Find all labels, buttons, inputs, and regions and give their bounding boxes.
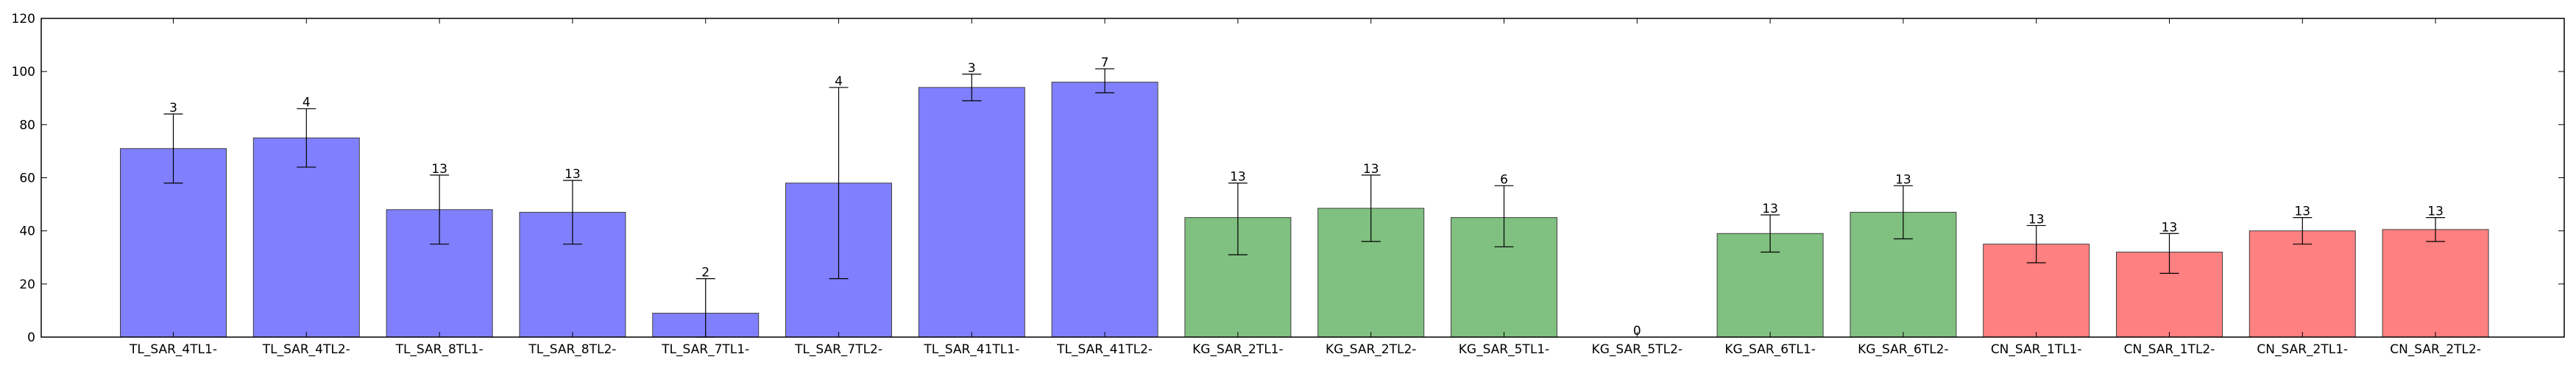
- x-tick-label-CN_SAR_1TL2-: CN_SAR_1TL2-: [2124, 342, 2215, 357]
- x-tick-label-TL_SAR_4TL1-: TL_SAR_4TL1-: [129, 342, 217, 357]
- x-axis: TL_SAR_4TL1- TL_SAR_4TL2- TL_SAR_8TL1- TL_S…: [129, 18, 2481, 357]
- bar-TL_SAR_41TL2-: [1051, 82, 1158, 338]
- x-tick-label-KG_SAR_6TL2-: KG_SAR_6TL2-: [1858, 342, 1949, 357]
- x-tick-label-TL_SAR_41TL2-: TL_SAR_41TL2-: [1056, 342, 1153, 357]
- y-tick-label-40: 40: [19, 224, 35, 239]
- data-label-TL_SAR_41TL1-: 3: [968, 61, 976, 76]
- y-tick-label-20: 20: [19, 277, 35, 292]
- error-bar-TL_SAR_41TL2-: [1095, 68, 1115, 93]
- y-tick-label-60: 60: [19, 171, 35, 186]
- x-tick-label-TL_SAR_41TL1-: TL_SAR_41TL1-: [923, 342, 1019, 357]
- data-label-TL_SAR_7TL1-: 2: [701, 266, 710, 280]
- data-label-CN_SAR_2TL2-: 13: [2427, 205, 2444, 219]
- data-label-TL_SAR_7TL2-: 4: [835, 74, 843, 89]
- data-label-KG_SAR_6TL1-: 13: [1762, 202, 1778, 216]
- x-tick-label-TL_SAR_8TL1-: TL_SAR_8TL1-: [395, 342, 484, 357]
- y-tick-label-0: 0: [27, 330, 35, 345]
- data-label-TL_SAR_8TL1-: 13: [431, 162, 447, 177]
- y-tick-label-100: 100: [12, 65, 35, 79]
- data-label-TL_SAR_4TL1-: 3: [169, 101, 177, 116]
- bar-CN_SAR_2TL2-: [2382, 229, 2489, 338]
- error-bar-TL_SAR_41TL1-: [962, 74, 982, 102]
- plot-frame: [40, 18, 2565, 338]
- x-tick-label-CN_SAR_2TL2-: CN_SAR_2TL2-: [2390, 342, 2481, 357]
- error-bar-KG_SAR_2TL2-: [1361, 174, 1381, 242]
- x-tick-label-CN_SAR_2TL1-: CN_SAR_2TL1-: [2257, 342, 2348, 357]
- data-label-TL_SAR_8TL2-: 13: [565, 167, 581, 182]
- error-bar-CN_SAR_1TL1-: [2026, 224, 2046, 263]
- bar-TL_SAR_4TL2-: [252, 137, 360, 338]
- error-bar-KG_SAR_6TL1-: [1761, 214, 1780, 253]
- x-tick-label-KG_SAR_5TL1-: KG_SAR_5TL1-: [1459, 342, 1550, 357]
- x-tick-label-TL_SAR_8TL2-: TL_SAR_8TL2-: [528, 342, 616, 357]
- error-bar-KG_SAR_5TL1-: [1494, 185, 1514, 247]
- error-bar-TL_SAR_4TL1-: [163, 113, 183, 184]
- data-label-CN_SAR_2TL1-: 13: [2294, 205, 2310, 219]
- data-label-TL_SAR_4TL2-: 4: [302, 96, 311, 110]
- x-tick-label-TL_SAR_7TL1-: TL_SAR_7TL1-: [661, 342, 749, 357]
- data-label-CN_SAR_1TL1-: 13: [2028, 212, 2045, 227]
- x-tick-label-KG_SAR_5TL2-: KG_SAR_5TL2-: [1592, 342, 1683, 357]
- error-bar-KG_SAR_6TL2-: [1893, 185, 1913, 240]
- error-bar-TL_SAR_8TL2-: [562, 180, 582, 245]
- data-label-KG_SAR_5TL1-: 6: [1500, 172, 1508, 187]
- y-tick-label-80: 80: [19, 118, 35, 132]
- y-tick-label-120: 120: [12, 12, 35, 26]
- data-label-KG_SAR_2TL1-: 13: [1230, 170, 1246, 185]
- data-label-CN_SAR_1TL2-: 13: [2162, 220, 2178, 235]
- data-label-KG_SAR_2TL2-: 13: [1363, 162, 1379, 177]
- error-bar-TL_SAR_4TL2-: [297, 108, 316, 168]
- data-label-TL_SAR_41TL2-: 7: [1101, 56, 1109, 71]
- x-tick-label-KG_SAR_2TL1-: KG_SAR_2TL1-: [1192, 342, 1284, 357]
- error-bar-CN_SAR_1TL2-: [2159, 233, 2179, 274]
- bar-CN_SAR_2TL1-: [2248, 230, 2356, 338]
- error-bar-TL_SAR_8TL1-: [430, 174, 450, 245]
- x-tick-label-TL_SAR_7TL2-: TL_SAR_7TL2-: [794, 342, 882, 357]
- x-tick-label-TL_SAR_4TL2-: TL_SAR_4TL2-: [262, 342, 350, 357]
- x-tick-label-CN_SAR_1TL1-: CN_SAR_1TL1-: [1991, 342, 2082, 357]
- bar-TL_SAR_41TL1-: [918, 87, 1025, 338]
- error-bar-KG_SAR_2TL1-: [1228, 183, 1248, 255]
- error-bar-TL_SAR_7TL2-: [829, 87, 849, 280]
- x-tick-label-KG_SAR_2TL2-: KG_SAR_2TL2-: [1326, 342, 1417, 357]
- data-label-KG_SAR_5TL2-: 0: [1633, 324, 1641, 339]
- data-label-KG_SAR_6TL2-: 13: [1895, 172, 1911, 187]
- data-labels: 3 4 13 13 2 4 3 7 13 13 6 0 13 13 13 13 13 13: [169, 56, 2444, 339]
- error-bar-CN_SAR_2TL2-: [2426, 217, 2446, 242]
- x-tick-label-KG_SAR_6TL1-: KG_SAR_6TL1-: [1724, 342, 1816, 357]
- error-bars: [163, 68, 2446, 338]
- bars: [120, 82, 2489, 338]
- error-bar-CN_SAR_2TL1-: [2293, 217, 2313, 245]
